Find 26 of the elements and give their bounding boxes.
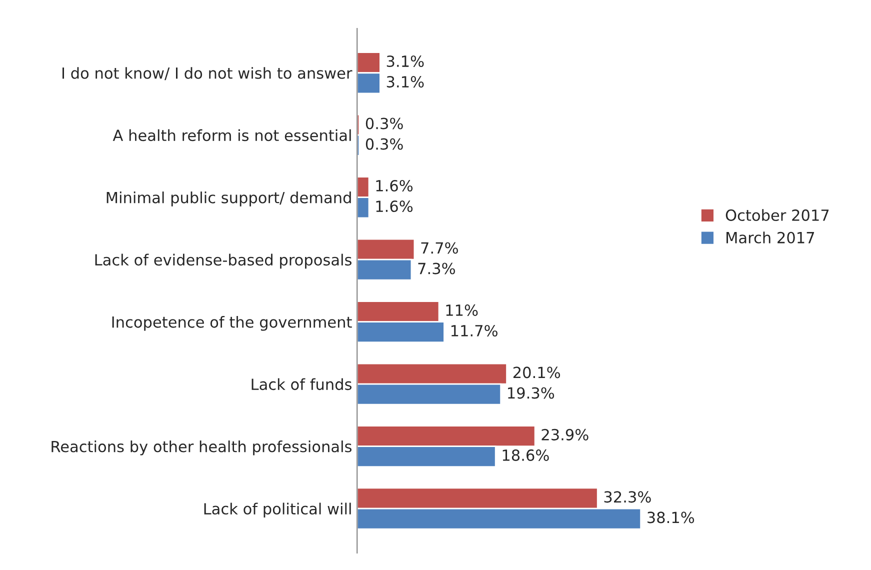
data-label: 11% [446,304,478,316]
y-tick-label: Incopetence of the government [112,316,352,331]
y-tick-label: Lack of evidense-based proposals [95,254,352,269]
data-label: 32.3% [604,491,651,503]
y-tick-label: Lack of funds [252,378,352,390]
data-label: 3.1% [386,55,424,68]
data-label: 38.1% [648,512,694,524]
data-label: 18.6% [502,449,549,461]
y-tick-label: I do not know/ I do not wish to answer [62,67,352,80]
data-label: 0.3% [366,138,403,150]
legend-label: October 2017 [726,209,829,221]
data-label: 7.7% [421,242,458,254]
data-label: 3.1% [386,76,424,88]
y-tick-label: Reactions by other health professionals [52,440,352,456]
data-label: 19.3% [508,387,554,399]
data-label: 20.1% [513,366,560,378]
data-label: 7.3% [418,262,455,274]
y-tick-label: A health reform is not essential [112,129,351,142]
data-label: 11.7% [451,324,498,337]
data-label: 0.3% [366,118,403,130]
legend-label: March 2017 [726,232,814,244]
data-label: 23.9% [542,428,588,440]
data-label: 1.6% [376,180,413,192]
y-tick-label: Minimal public support/ demand [106,192,351,206]
data-label: 1.6% [376,200,413,212]
y-tick-label: Lack of political will [204,502,351,518]
